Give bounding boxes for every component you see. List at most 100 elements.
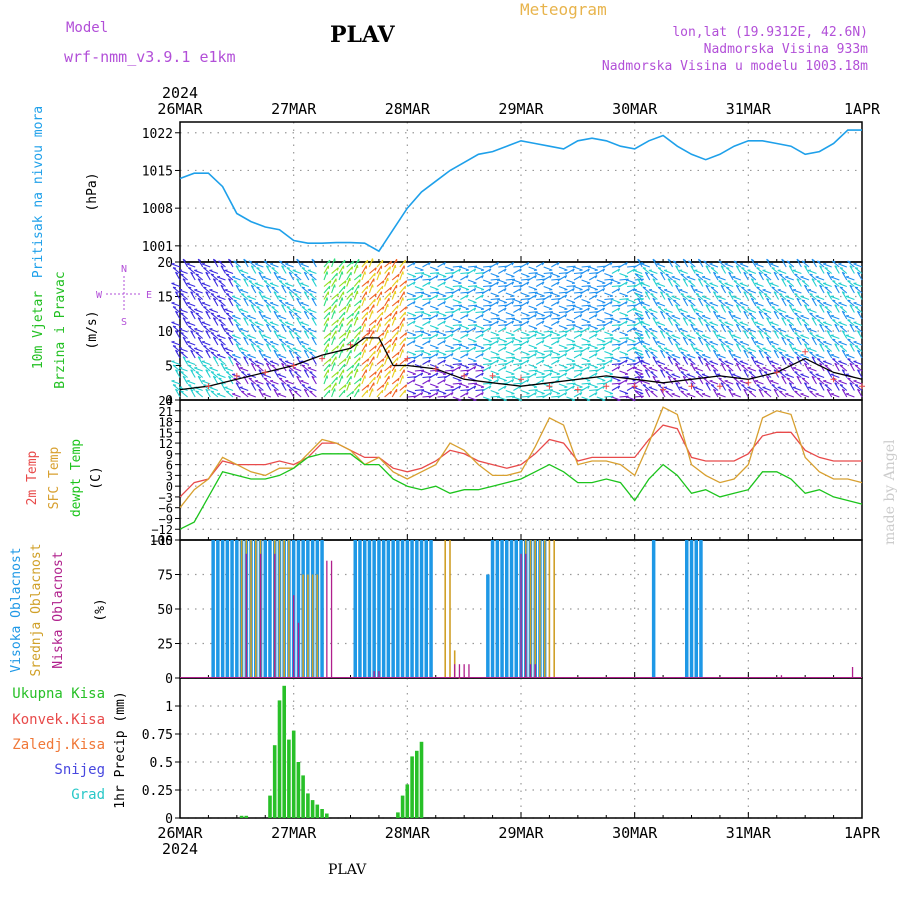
wind-arrow-head <box>534 275 537 279</box>
wind-arrow <box>566 327 575 333</box>
wind-arrow <box>558 363 568 369</box>
wind-arrow <box>414 314 423 320</box>
wind-arrow-head <box>625 379 628 383</box>
wind-arrow-head <box>402 271 404 275</box>
wind-arrow <box>535 301 545 307</box>
wind-arrow <box>338 384 347 391</box>
wind-arrow <box>376 280 385 287</box>
wind-arrow-head <box>458 366 462 370</box>
wind-arrow-head <box>397 351 400 356</box>
wind-arrow-head <box>781 297 785 301</box>
wind-arrow <box>194 308 203 314</box>
x-tick-label-bottom: 27MAR <box>271 824 317 842</box>
wind-arrow-head <box>197 258 202 262</box>
wind-arrow-head <box>789 284 793 288</box>
wind-arrow <box>233 319 241 326</box>
wind-arrow <box>460 294 469 300</box>
wind-arrow-head <box>343 259 346 264</box>
wind-arrow <box>763 273 772 281</box>
wind-arrow-head <box>713 369 717 372</box>
wind-arrow <box>520 281 530 287</box>
wind-arrow-head <box>587 327 590 331</box>
wind-arrow <box>288 291 295 300</box>
wind-arrow <box>520 389 530 395</box>
wind-arrow-head <box>233 260 237 263</box>
wind-arrow <box>361 280 370 287</box>
wind-arrow-head <box>557 281 560 285</box>
wind-arrow-head <box>849 362 853 366</box>
wind-arrow <box>660 310 666 320</box>
wind-arrow <box>467 285 477 288</box>
wind-arrow <box>781 356 787 365</box>
wind-arrow <box>604 340 613 346</box>
wind-arrow <box>175 330 181 339</box>
wind-arrow <box>754 360 764 366</box>
wind-arrow-head <box>172 384 177 386</box>
wind-arrow-head <box>826 271 831 275</box>
wind-arrow-head <box>428 281 431 285</box>
wind-arrow-head <box>381 285 384 290</box>
wind-arrow-head <box>842 271 846 275</box>
wind-arrow-head <box>304 291 308 294</box>
wind-arrow <box>430 330 440 333</box>
wind-arrow <box>558 311 568 314</box>
wind-arrow <box>467 382 477 385</box>
wind-arrow <box>804 284 810 294</box>
temp-line-1 <box>179 406 863 509</box>
wind-arrow <box>482 376 492 382</box>
wind-arrow <box>551 395 561 398</box>
wind-arrow-head <box>301 345 306 347</box>
wind-arrow-head <box>263 319 268 321</box>
wind-arrow <box>301 267 310 274</box>
wind-arrow <box>589 311 599 314</box>
wind-arrow <box>346 329 351 339</box>
wind-arrow-head <box>263 338 268 341</box>
wind-arrow <box>483 324 493 327</box>
wind-arrow-head <box>834 304 838 307</box>
wind-arrow <box>652 336 658 346</box>
wind-arrow <box>353 388 360 398</box>
wind-arrow <box>528 344 538 349</box>
x-tick-label-top: 30MAR <box>612 100 658 118</box>
wind-arrow <box>528 294 537 300</box>
wind-arrow <box>785 334 794 340</box>
wind-arrow-head <box>258 388 262 392</box>
wind-arrow <box>573 330 584 333</box>
wind-arrow <box>573 363 583 369</box>
wind-arrow-head <box>309 293 313 295</box>
y-tick-label: 15 <box>157 291 173 306</box>
wind-arrow <box>482 318 492 323</box>
wind-arrow <box>178 367 188 372</box>
wind-arrow <box>445 324 454 330</box>
wind-arrow-head <box>304 330 308 333</box>
wind-arrow-head <box>243 317 247 320</box>
wind-arrow <box>429 294 439 300</box>
wind-arrow <box>301 306 310 313</box>
wind-arrow-head <box>640 317 644 321</box>
wind-arrow <box>766 336 772 346</box>
wind-arrow-head <box>726 364 730 367</box>
wind-arrow <box>437 262 446 268</box>
wind-arrow <box>733 377 742 385</box>
wind-arrow <box>701 276 711 281</box>
wind-arrow-head <box>197 356 202 359</box>
wind-arrow <box>824 384 833 391</box>
wind-arrow-head <box>652 297 656 301</box>
wind-arrow <box>566 288 575 294</box>
wind-arrow <box>604 370 613 375</box>
wind-gust-marker <box>290 362 297 369</box>
wind-arrow <box>225 312 234 320</box>
wind-arrow-head <box>328 259 331 264</box>
wind-arrow <box>718 319 726 326</box>
wind-arrow <box>847 260 855 268</box>
wind-arrow <box>800 276 810 281</box>
wind-arrow <box>265 323 272 333</box>
wind-arrow <box>713 330 719 339</box>
wind-arrow <box>656 341 666 346</box>
wind-arrow <box>429 344 439 349</box>
wind-arrow <box>845 334 855 340</box>
wind-arrow-head <box>203 267 207 269</box>
wind-arrow-head <box>334 362 336 366</box>
wind-arrow-head <box>579 333 583 337</box>
wind-arrow <box>642 384 651 391</box>
